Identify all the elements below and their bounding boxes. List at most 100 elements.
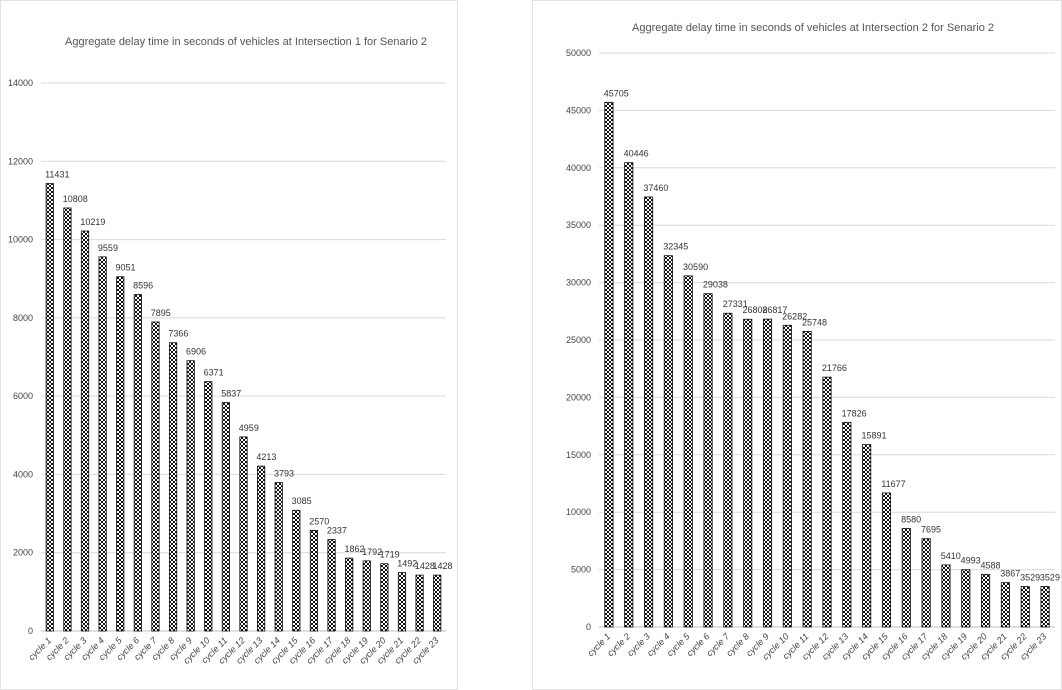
data-label: 3867 [1000, 569, 1020, 579]
data-label: 8596 [133, 281, 153, 291]
y-tick-label: 2000 [13, 548, 33, 558]
bar [743, 318, 753, 628]
y-tick-label: 25000 [566, 335, 591, 345]
data-label: 1428 [432, 561, 452, 571]
bar [981, 573, 991, 628]
bar [822, 376, 832, 628]
bar [782, 324, 792, 628]
bar [186, 360, 195, 632]
bar [1020, 586, 1030, 628]
y-tick-label: 10000 [8, 235, 33, 245]
data-label: 1428 [415, 561, 435, 571]
data-label: 7366 [168, 329, 188, 339]
y-tick-label: 0 [586, 622, 591, 632]
bar [274, 482, 283, 632]
data-label: 2570 [309, 516, 329, 526]
bar [703, 293, 713, 628]
data-label: 27331 [723, 299, 748, 309]
y-tick-label: 8000 [13, 313, 33, 323]
data-label: 30590 [683, 262, 708, 272]
bar [168, 342, 178, 632]
data-label: 3793 [274, 469, 294, 479]
bar [624, 162, 634, 628]
bar [116, 276, 125, 632]
y-tick-label: 12000 [8, 156, 33, 166]
y-tick-label: 14000 [8, 78, 33, 88]
bar [881, 492, 892, 628]
y-tick-label: 50000 [566, 48, 591, 58]
bar [239, 436, 248, 632]
data-label: 29038 [703, 280, 728, 290]
bar [961, 569, 971, 628]
y-tick-label: 5000 [571, 565, 591, 575]
chart-panel-intersection-1: Aggregate delay time in seconds of vehic… [0, 0, 458, 690]
bar [380, 563, 389, 632]
y-tick-label: 45000 [566, 105, 591, 115]
bar-chart-intersection-2: Aggregate delay time in seconds of vehic… [566, 22, 1060, 662]
chart-title: Aggregate delay time in seconds of vehic… [65, 36, 427, 48]
bar [133, 294, 142, 632]
data-label: 4213 [256, 452, 276, 462]
bar [204, 381, 213, 632]
data-label: 4959 [239, 423, 259, 433]
data-label: 9051 [116, 263, 136, 273]
bar [862, 444, 872, 628]
data-label: 25748 [802, 317, 827, 327]
data-label: 2337 [327, 526, 347, 536]
data-label: 5410 [941, 551, 961, 561]
y-tick-label: 20000 [566, 392, 591, 402]
y-tick-label: 4000 [13, 469, 33, 479]
bar [901, 528, 911, 628]
data-label: 9559 [98, 243, 118, 253]
data-label: 6371 [204, 368, 224, 378]
data-label: 1719 [380, 550, 400, 560]
data-label: 7895 [151, 308, 171, 318]
bar [663, 255, 673, 628]
y-tick-label: 40000 [566, 163, 591, 173]
data-label: 10219 [80, 217, 105, 227]
bar [327, 539, 336, 632]
data-label: 11677 [881, 479, 905, 489]
data-label: 1492 [397, 559, 417, 569]
bar [415, 574, 424, 632]
bar [921, 538, 931, 628]
bar [362, 560, 371, 632]
y-tick-label: 6000 [13, 391, 33, 401]
data-label: 1792 [362, 547, 382, 557]
bar [45, 183, 54, 632]
data-label: 10808 [63, 194, 88, 204]
chart-title: Aggregate delay time in seconds of vehic… [632, 22, 994, 34]
data-label: 4588 [980, 560, 1000, 570]
data-label: 15891 [861, 431, 886, 441]
data-label: 45705 [604, 88, 629, 98]
chart-panel-intersection-2: Aggregate delay time in seconds of vehic… [532, 0, 1062, 690]
data-label: 5837 [221, 389, 241, 399]
y-tick-label: 15000 [566, 450, 591, 460]
y-tick-label: 35000 [566, 220, 591, 230]
data-label: 11431 [45, 170, 69, 180]
bar [762, 318, 773, 628]
data-label: 4993 [961, 556, 981, 566]
bar [644, 196, 654, 628]
bar [98, 256, 107, 632]
data-label: 26817 [762, 305, 787, 315]
data-label: 40446 [624, 149, 649, 159]
bar [151, 321, 160, 632]
data-label: 3529 [1020, 572, 1040, 582]
y-tick-label: 0 [28, 626, 33, 636]
data-label: 21766 [822, 363, 847, 373]
bar [1040, 586, 1050, 628]
bar [221, 402, 230, 632]
bar [257, 465, 266, 632]
bar [433, 574, 442, 632]
bar [802, 331, 812, 628]
data-label: 26282 [782, 311, 807, 321]
data-label: 7695 [921, 525, 941, 535]
data-label: 32345 [663, 242, 688, 252]
bar [80, 230, 90, 632]
bar [941, 564, 951, 628]
data-label: 26808 [743, 305, 768, 315]
bar [604, 101, 614, 628]
data-label: 17826 [842, 408, 867, 418]
data-label: 1862 [344, 544, 364, 554]
